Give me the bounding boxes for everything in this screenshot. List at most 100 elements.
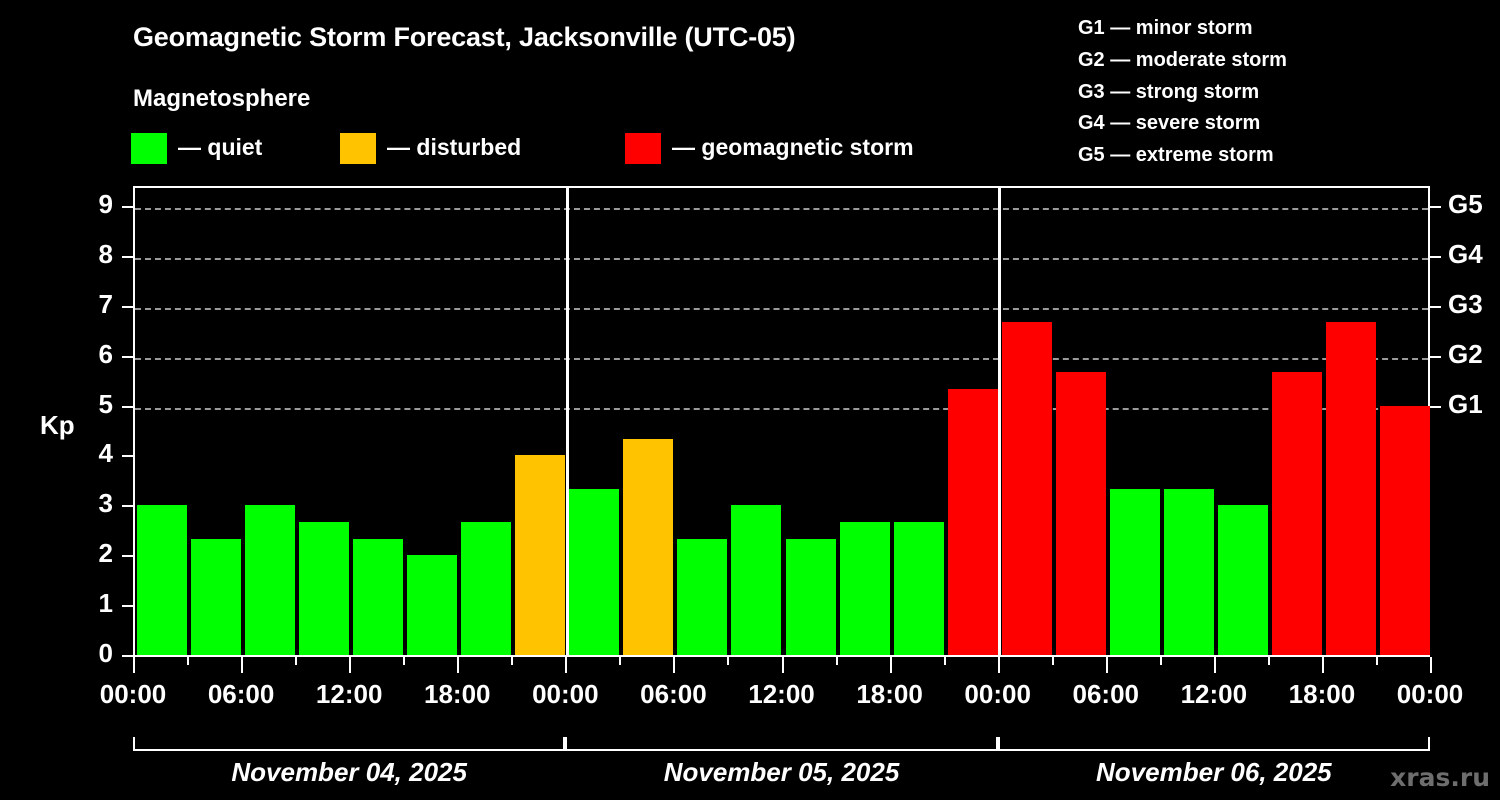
- x-tick-label-11: 18:00: [1288, 679, 1356, 709]
- date-label-0: November 04, 2025: [231, 757, 467, 787]
- x-tick-label-1: 06:00: [207, 679, 275, 709]
- right-tick-label-G3: G3: [1448, 288, 1483, 319]
- x-tick-mark-12: [781, 657, 784, 673]
- bar-16[interactable]: [1001, 322, 1052, 655]
- date-bracket-1: [565, 737, 998, 751]
- y-tick-mark-2: [122, 555, 133, 558]
- x-tick-label-6: 12:00: [748, 679, 815, 709]
- legend-item-0[interactable]: — quiet: [131, 133, 262, 167]
- bar-8[interactable]: [569, 488, 620, 655]
- bar-9[interactable]: [623, 438, 674, 655]
- x-tick-mark-7: [511, 657, 514, 665]
- x-tick-mark-13: [835, 657, 838, 665]
- x-tick-label-10: 12:00: [1180, 679, 1248, 709]
- y-tick-label-9: 9: [98, 188, 113, 219]
- plot-area: [133, 186, 1430, 657]
- bar-10[interactable]: [677, 538, 728, 655]
- g-scale-item-4: G4 — severe storm: [1078, 112, 1261, 135]
- bar-18[interactable]: [1109, 488, 1160, 655]
- page-title: Geomagnetic Storm Forecast, Jacksonville…: [133, 22, 796, 52]
- y-tick-mark-6: [122, 355, 133, 358]
- bar-17[interactable]: [1055, 372, 1106, 655]
- y-tick-mark-8: [122, 255, 133, 258]
- right-tick-mark-G1: [1430, 405, 1441, 408]
- date-label-1: November 05, 2025: [663, 757, 900, 787]
- right-tick-mark-G2: [1430, 355, 1441, 358]
- right-tick-label-G4: G4: [1448, 238, 1483, 269]
- right-tick-mark-G4: [1430, 255, 1441, 258]
- bar-20[interactable]: [1217, 505, 1268, 655]
- x-tick-mark-20: [1213, 657, 1216, 673]
- x-tick-label-12: 00:00: [1396, 679, 1464, 709]
- bar-series: [135, 188, 1430, 655]
- watermark: xras.ru: [1390, 763, 1490, 792]
- x-tick-mark-6: [457, 657, 460, 673]
- right-tick-mark-G3: [1430, 305, 1441, 308]
- x-tick-mark-4: [349, 657, 352, 673]
- x-tick-mark-15: [943, 657, 946, 665]
- gridline-kp-6: [135, 357, 1428, 360]
- y-tick-mark-7: [122, 305, 133, 308]
- bar-2[interactable]: [245, 505, 296, 655]
- legend-item-label: — geomagnetic storm: [672, 134, 914, 160]
- bar-22[interactable]: [1325, 322, 1376, 655]
- bar-13[interactable]: [839, 521, 890, 655]
- x-tick-mark-8: [565, 657, 568, 673]
- x-tick-mark-17: [1051, 657, 1054, 665]
- x-tick-mark-14: [889, 657, 892, 673]
- g-scale-item-2: G2 — moderate storm: [1078, 48, 1287, 71]
- y-tick-mark-5: [122, 405, 133, 408]
- y-tick-mark-9: [122, 205, 133, 208]
- y-tick-label-8: 8: [98, 238, 113, 269]
- g-scale-item-5: G5 — extreme storm: [1078, 144, 1274, 167]
- bar-7[interactable]: [515, 455, 566, 655]
- bar-15[interactable]: [947, 389, 998, 655]
- bar-14[interactable]: [893, 521, 944, 655]
- g-scale-item-1: G1 — minor storm: [1078, 17, 1253, 39]
- bar-21[interactable]: [1271, 372, 1322, 655]
- y-tick-mark-0: [122, 655, 133, 657]
- right-tick-label-G1: G1: [1448, 388, 1483, 419]
- legend-item-2[interactable]: — geomagnetic storm: [625, 133, 914, 167]
- x-tick-mark-18: [1105, 657, 1108, 673]
- disturbed-swatch: [340, 133, 376, 164]
- magnetosphere-label: Magnetosphere: [133, 85, 311, 112]
- bar-1[interactable]: [191, 538, 242, 655]
- gridline-kp-9: [135, 207, 1428, 210]
- gridline-kp-5: [135, 407, 1428, 410]
- right-tick-label-G2: G2: [1448, 338, 1483, 369]
- right-tick-label-G5: G5: [1448, 188, 1483, 219]
- bar-3[interactable]: [299, 521, 350, 655]
- bar-23[interactable]: [1379, 405, 1430, 655]
- x-tick-label-9: 06:00: [1072, 679, 1140, 709]
- x-tick-mark-10: [673, 657, 676, 673]
- legend-item-label: — quiet: [178, 134, 263, 160]
- x-tick-label-5: 06:00: [640, 679, 707, 709]
- day-separator-1: [565, 188, 569, 655]
- y-tick-mark-1: [122, 605, 133, 608]
- bar-5[interactable]: [407, 555, 458, 655]
- legend-item-1[interactable]: — disturbed: [340, 133, 521, 167]
- day-separator-2: [998, 188, 1002, 655]
- date-label-2: November 06, 2025: [1096, 757, 1332, 787]
- bar-0[interactable]: [137, 505, 188, 655]
- bar-11[interactable]: [731, 505, 782, 655]
- date-bracket-2: [997, 737, 1430, 751]
- y-tick-label-7: 7: [98, 288, 113, 319]
- x-tick-label-2: 12:00: [315, 679, 383, 709]
- x-tick-mark-21: [1267, 657, 1270, 665]
- legend-item-label: — disturbed: [387, 134, 522, 160]
- x-tick-mark-19: [1159, 657, 1162, 665]
- y-tick-label-1: 1: [98, 588, 113, 619]
- x-tick-label-3: 18:00: [424, 679, 491, 709]
- bar-6[interactable]: [461, 521, 512, 655]
- y-tick-label-6: 6: [98, 338, 113, 369]
- x-tick-mark-0: [133, 657, 135, 673]
- bar-4[interactable]: [353, 538, 404, 655]
- g-scale-item-3: G3 — strong storm: [1078, 80, 1260, 103]
- bar-12[interactable]: [785, 538, 836, 655]
- y-tick-label-0: 0: [98, 638, 113, 668]
- x-tick-mark-16: [997, 657, 1000, 673]
- x-tick-mark-5: [403, 657, 406, 665]
- bar-19[interactable]: [1163, 488, 1214, 655]
